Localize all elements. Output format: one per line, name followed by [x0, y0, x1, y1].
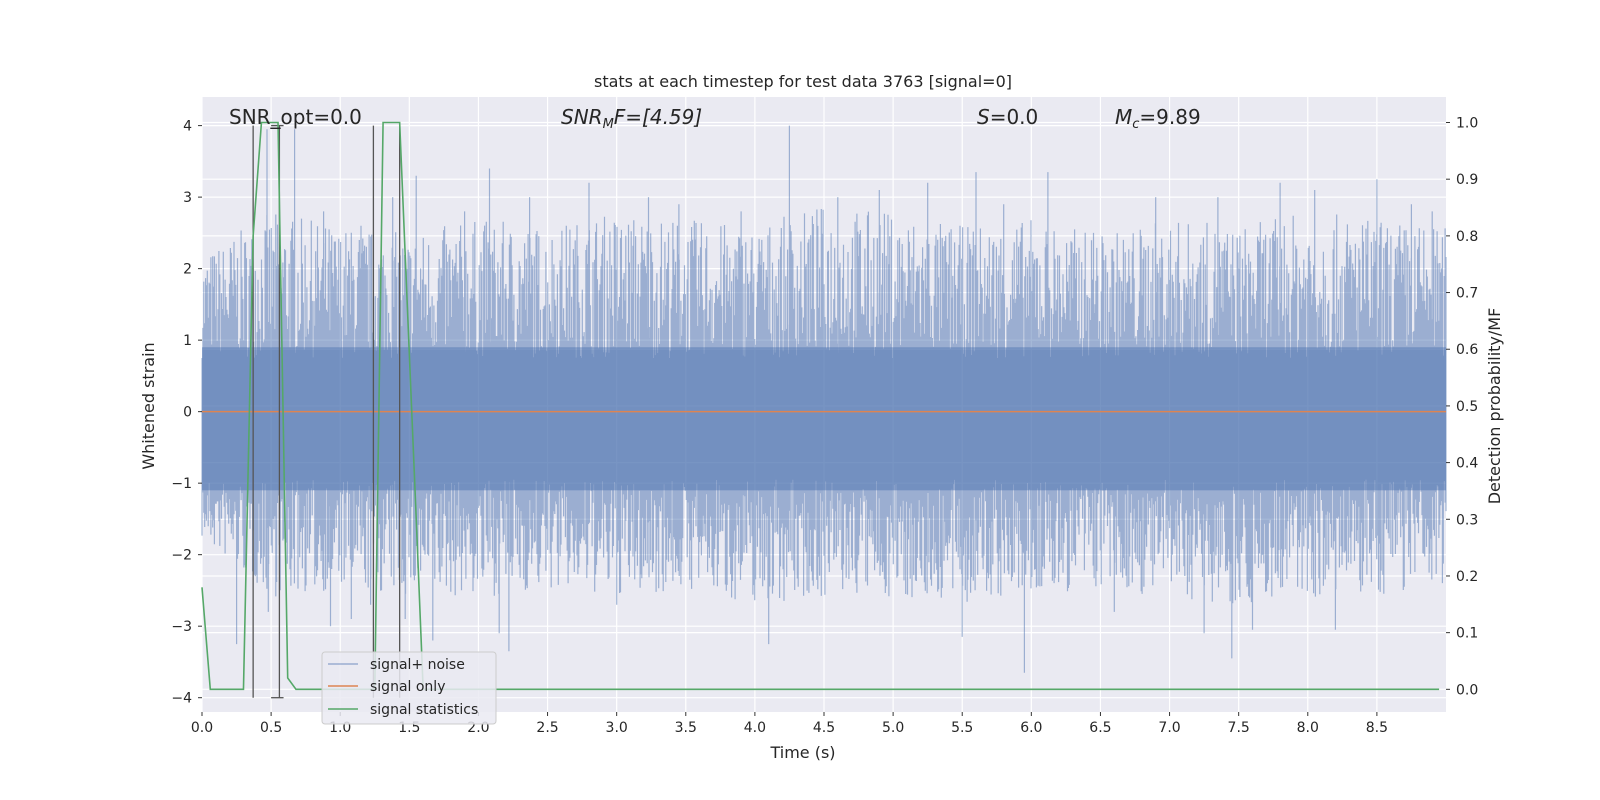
y-axis-label: Whitened strain [139, 342, 158, 469]
annotation-snr-mf-sub: M [603, 117, 614, 132]
legend-box [321, 651, 497, 725]
x-tick-label-17: 8.5 [1366, 720, 1388, 736]
x-tick-label-6: 3.0 [606, 720, 628, 736]
x-tick-label-16: 8.0 [1297, 720, 1319, 736]
y-right-tick-label-10: 0.0 [1456, 682, 1478, 698]
x-tick-label-12: 6.0 [1020, 720, 1042, 736]
annotation-mc-rest: =9.89 [1139, 105, 1200, 129]
y-right-tick-label-3: 0.7 [1456, 286, 1478, 302]
annotation-s-rest: =0.0 [990, 105, 1039, 129]
y-tick-label-4: 0 [183, 405, 192, 421]
y-axis-right: 1.0 0.9 0.8 0.7 0.6 0.5 0.4 0.3 0.2 0.1 0.0 [1446, 116, 1478, 698]
y-right-tick-label-0: 1.0 [1456, 116, 1478, 132]
chart-title: stats at each timestep for test data 376… [594, 72, 1012, 91]
y-right-tick-label-6: 0.4 [1456, 456, 1478, 472]
x-tick-label-13: 6.5 [1089, 720, 1111, 736]
y-right-tick-label-8: 0.2 [1456, 569, 1478, 585]
y-tick-label-3: 1 [183, 333, 192, 349]
y-right-tick-label-4: 0.6 [1456, 342, 1478, 358]
y-tick-label-1: 3 [183, 190, 192, 206]
y-tick-label-5: −1 [171, 476, 192, 492]
annotation-s: S=0.0 [977, 105, 1038, 129]
legend-label-signal-only: signal only [370, 679, 445, 695]
x-tick-label-14: 7.0 [1158, 720, 1180, 736]
x-tick-label-8: 4.0 [744, 720, 766, 736]
x-tick-label-11: 5.5 [951, 720, 973, 736]
x-axis-label: Time (s) [769, 743, 835, 762]
x-tick-label-1: 0.5 [260, 720, 282, 736]
y-right-tick-label-2: 0.8 [1456, 229, 1478, 245]
y-tick-label-6: −2 [171, 548, 192, 564]
y-tick-label-8: −4 [171, 691, 192, 707]
x-tick-label-5: 2.5 [536, 720, 558, 736]
annotation-mc: Mc=9.89 [1115, 105, 1201, 132]
annotations: SNR_opt=0.0 SNRMF=[4.59] S=0.0 Mc=9.89 [229, 105, 1201, 132]
legend-label-signal-noise: signal+ noise [370, 657, 465, 673]
annotation-snr-mf: SNRMF=[4.59] [561, 105, 702, 132]
y-right-tick-label-1: 0.9 [1456, 172, 1478, 188]
series-signal-noise [201, 125, 1447, 673]
annotation-mc-name: M [1115, 105, 1132, 129]
x-tick-label-9: 4.5 [813, 720, 835, 736]
x-tick-label-10: 5.0 [882, 720, 904, 736]
annotation-snr-mf-name: SNR [561, 105, 603, 129]
y-axis-left: 4 3 2 1 0 −1 −2 −3 −4 [171, 119, 202, 707]
annotation-snr-opt: SNR_opt=0.0 [229, 105, 362, 129]
legend: signal+ noise signal only signal statist… [321, 651, 497, 725]
annotation-snr-mf-rest: F=[4.59] [614, 105, 702, 129]
annotation-mc-sub: c [1132, 117, 1139, 132]
x-tick-label-15: 7.5 [1228, 720, 1250, 736]
y-tick-label-0: 4 [183, 119, 192, 135]
x-tick-label-0: 0.0 [191, 720, 213, 736]
x-tick-label-7: 3.5 [675, 720, 697, 736]
legend-label-signal-statistics: signal statistics [370, 702, 478, 718]
y-tick-label-2: 2 [183, 262, 192, 278]
annotation-s-name: S [977, 105, 990, 129]
y-axis-right-label: Detection probability/MF [1485, 308, 1504, 505]
y-tick-label-7: −3 [171, 619, 192, 635]
y-right-tick-label-9: 0.1 [1456, 626, 1478, 642]
y-right-tick-label-5: 0.5 [1456, 399, 1478, 415]
plot-content [201, 121, 1447, 699]
series-signal-statistics [201, 121, 1440, 691]
y-right-tick-label-7: 0.3 [1456, 512, 1478, 528]
